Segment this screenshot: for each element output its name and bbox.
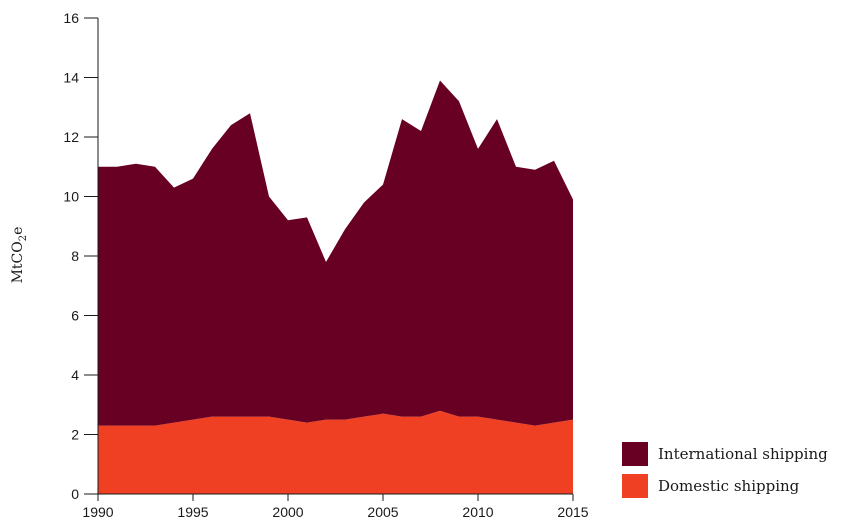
x-tick-label: 2005	[367, 504, 398, 520]
x-tick-label: 2000	[272, 504, 303, 520]
legend: International shipping Domestic shipping	[622, 442, 828, 498]
y-axis-title-suffix: e	[10, 227, 26, 235]
legend-label-international-shipping: International shipping	[658, 445, 828, 463]
x-tick-label: 1990	[82, 504, 113, 520]
y-tick-label: 12	[63, 129, 79, 145]
area-international-shipping	[98, 80, 573, 426]
y-tick-label: 14	[63, 70, 79, 86]
x-tick-label: 1995	[177, 504, 208, 520]
y-tick-label: 16	[63, 10, 79, 26]
legend-swatch-domestic-shipping	[622, 474, 648, 498]
area-domestic-shipping	[98, 410, 573, 494]
legend-label-domestic-shipping: Domestic shipping	[658, 477, 800, 495]
y-tick-label: 2	[71, 427, 79, 443]
y-tick-label: 0	[71, 486, 79, 502]
y-axis-title-main: MtCO	[10, 241, 26, 283]
y-tick-label: 4	[71, 367, 79, 383]
x-tick-label: 2010	[462, 504, 493, 520]
area-layer	[98, 80, 573, 494]
x-tick-label: 2015	[557, 504, 588, 520]
y-tick-label: 10	[63, 189, 79, 205]
axes: 0 2 4 6 8 10 12 14 16 1990 1995 2000 2005 2010 2015	[63, 10, 588, 520]
legend-swatch-international-shipping	[622, 442, 648, 466]
y-tick-label: 8	[71, 248, 79, 264]
y-axis-title: MtCO2e	[10, 227, 29, 284]
y-tick-label: 6	[71, 308, 79, 324]
y-axis-title-subscript: 2	[18, 235, 29, 241]
